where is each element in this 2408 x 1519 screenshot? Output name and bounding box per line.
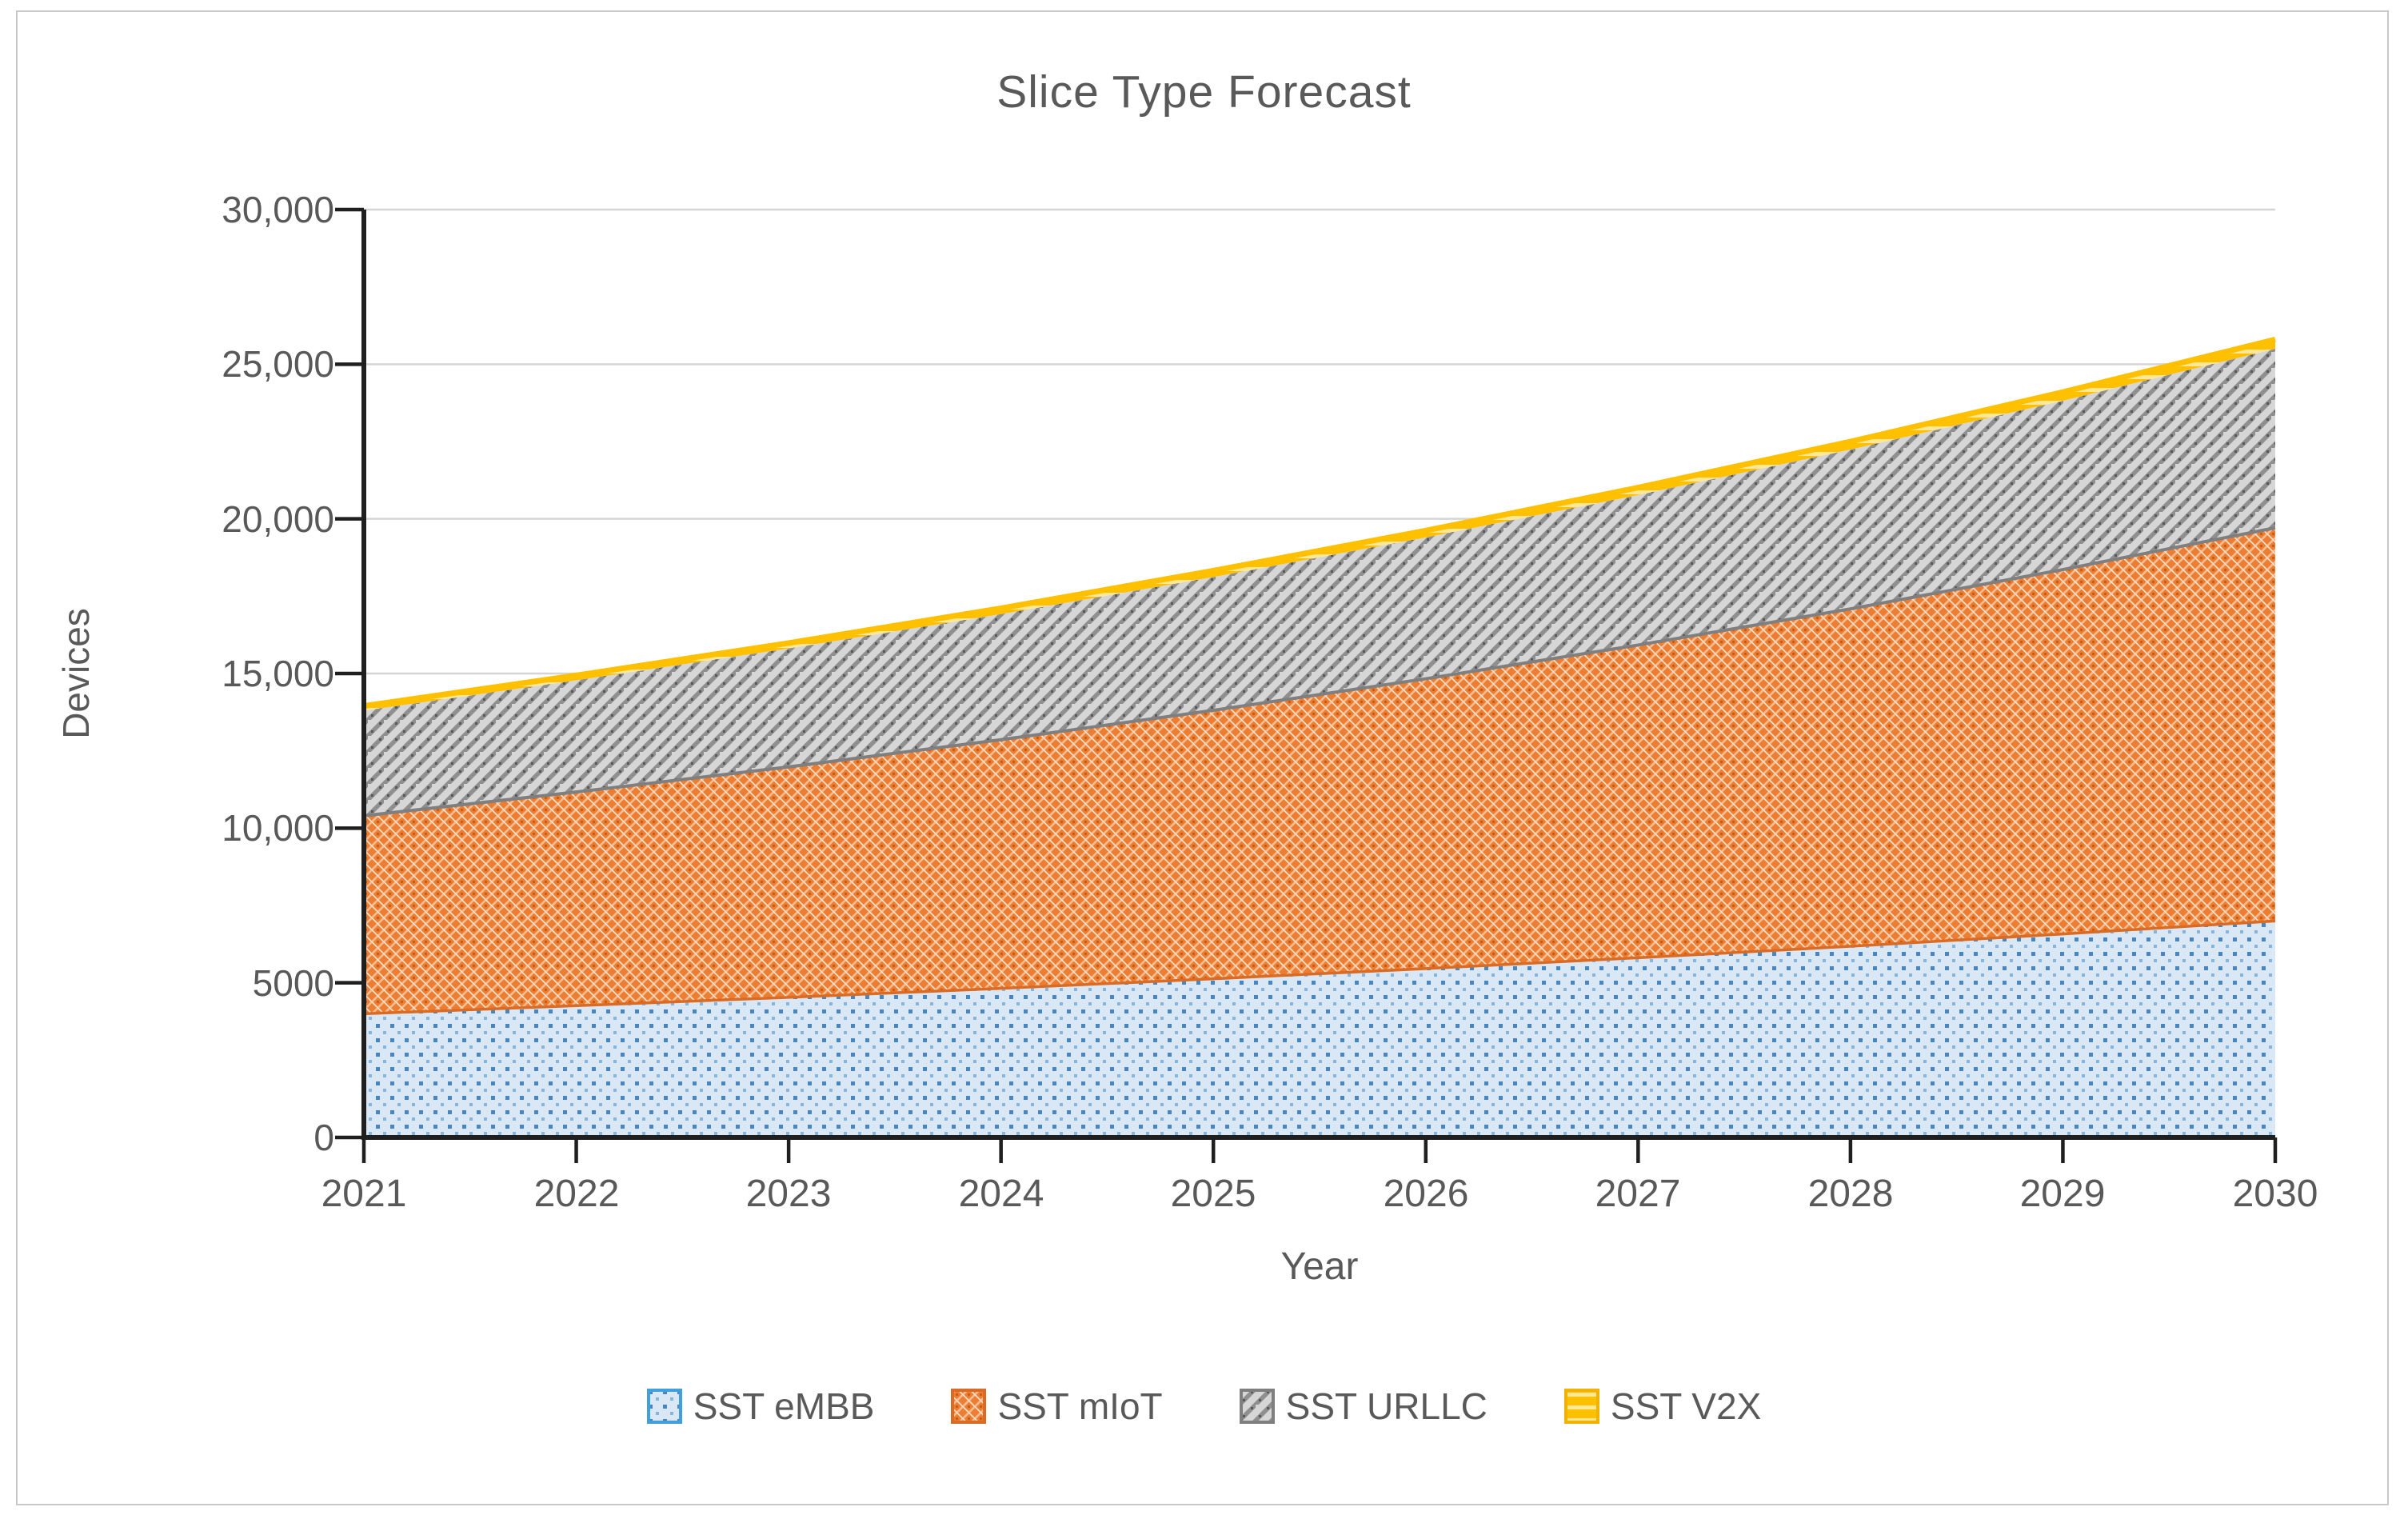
legend-swatch-urllc-icon xyxy=(1239,1389,1275,1424)
area-sst-urllc xyxy=(364,349,2275,816)
boundary-embb-miot xyxy=(363,919,2276,1016)
stacked-areas xyxy=(363,337,2276,1137)
y-tick-label-15000: 15,000 xyxy=(222,653,334,694)
legend-label-sst-embb: SST eMBB xyxy=(693,1385,875,1427)
x-tick-label-2030: 2030 xyxy=(2232,1173,2318,1215)
x-axis-title: Year xyxy=(1280,1245,1359,1288)
x-tick-label-2028: 2028 xyxy=(1807,1173,1894,1215)
legend-item-sst-urllc: SST URLLC xyxy=(1239,1385,1488,1427)
y-tick-label-20000: 20,000 xyxy=(222,498,334,540)
x-tick-label-2024: 2024 xyxy=(958,1173,1044,1215)
legend-label-sst-urllc: SST URLLC xyxy=(1285,1385,1488,1427)
legend-swatch-embb-icon xyxy=(646,1389,682,1424)
y-tick-label-0: 0 xyxy=(313,1117,334,1158)
x-tick-label-2021: 2021 xyxy=(321,1173,407,1215)
x-tick-label-2023: 2023 xyxy=(745,1173,832,1215)
y-tick-label-5000: 5000 xyxy=(252,962,334,1004)
legend-label-sst-miot: SST mIoT xyxy=(997,1385,1163,1427)
legend-swatch-miot-icon xyxy=(951,1389,987,1424)
chart-title: Slice Type Forecast xyxy=(996,66,1412,118)
y-tick-label-10000: 10,000 xyxy=(222,807,334,849)
legend-item-sst-miot: SST mIoT xyxy=(951,1385,1163,1427)
y-axis-title: Devices xyxy=(55,608,97,739)
x-tick-label-2026: 2026 xyxy=(1383,1173,1469,1215)
legend-item-sst-v2x: SST V2X xyxy=(1563,1385,1762,1427)
y-tick-label-30000: 30,000 xyxy=(222,189,334,230)
y-tick-label-25000: 25,000 xyxy=(222,343,334,385)
boundary-miot-urllc xyxy=(363,526,2276,817)
legend-swatch-v2x-icon xyxy=(1563,1389,1599,1424)
legend-item-sst-embb: SST eMBB xyxy=(646,1385,875,1427)
x-tick-label-2027: 2027 xyxy=(1595,1173,1681,1215)
area-sst-miot xyxy=(364,527,2275,1014)
x-tick-label-2025: 2025 xyxy=(1170,1173,1256,1215)
legend-label-sst-v2x: SST V2X xyxy=(1610,1385,1762,1427)
area-sst-embb xyxy=(364,921,2275,1137)
line-sst-v2x-total xyxy=(363,337,2276,710)
x-tick-label-2022: 2022 xyxy=(533,1173,620,1215)
x-tick-label-2029: 2029 xyxy=(2019,1173,2106,1215)
axes xyxy=(335,207,2278,1163)
chart-legend: SST eMBB SST mIoT SST URLLC SST V2X xyxy=(0,1387,2408,1425)
